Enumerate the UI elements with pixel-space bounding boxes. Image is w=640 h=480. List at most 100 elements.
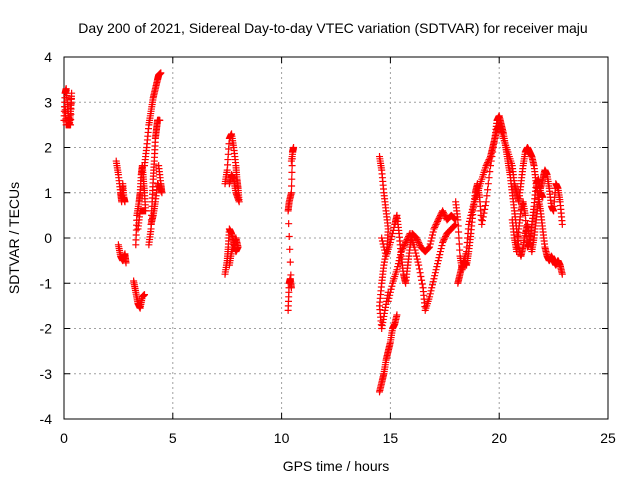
data-point-marker xyxy=(225,261,233,269)
data-point-marker xyxy=(389,229,397,237)
data-point-marker xyxy=(432,266,440,274)
data-point-marker xyxy=(288,162,296,170)
data-point-marker xyxy=(402,237,410,245)
x-tick-label: 15 xyxy=(383,430,399,446)
data-point-marker xyxy=(428,234,436,242)
data-point-marker xyxy=(397,248,405,256)
data-point-marker xyxy=(468,208,476,216)
data-point-marker xyxy=(558,270,566,278)
data-point-marker xyxy=(483,192,491,200)
data-point-marker xyxy=(287,284,295,292)
data-point-marker xyxy=(478,220,486,228)
data-point-marker xyxy=(455,240,463,248)
data-point-marker xyxy=(424,245,432,253)
data-point-marker xyxy=(428,284,436,292)
data-point-marker xyxy=(434,257,442,265)
data-point-marker xyxy=(417,272,425,280)
data-point-marker xyxy=(386,239,394,247)
data-point-marker xyxy=(439,239,447,247)
data-point-marker xyxy=(399,243,407,251)
data-point-marker xyxy=(397,251,405,259)
data-point-marker xyxy=(427,287,435,295)
data-point-marker xyxy=(431,272,439,280)
data-point-marker xyxy=(386,291,394,299)
data-point-marker xyxy=(483,160,491,168)
x-tick-label: 5 xyxy=(169,430,177,446)
data-point-marker xyxy=(415,265,423,273)
data-point-marker xyxy=(442,232,450,240)
data-point-marker xyxy=(432,220,440,228)
data-point-marker xyxy=(61,103,69,111)
data-point-marker xyxy=(286,258,294,266)
data-point-marker xyxy=(482,198,490,206)
data-point-marker xyxy=(435,214,443,222)
data-point-marker xyxy=(288,168,296,176)
y-axis-ticks: -4 -3 -2 -1 0 1 2 3 4 xyxy=(40,49,608,427)
data-point-marker xyxy=(386,288,394,296)
data-point-marker xyxy=(147,220,155,228)
x-tick-label: 0 xyxy=(60,430,68,446)
data-point-marker xyxy=(465,217,473,225)
y-tick-label: 0 xyxy=(44,230,52,246)
data-point-marker xyxy=(439,207,447,215)
data-point-marker xyxy=(387,285,395,293)
y-tick-label: 1 xyxy=(44,185,52,201)
data-point-marker xyxy=(154,181,162,189)
data-point-marker xyxy=(455,228,463,236)
data-point-marker xyxy=(413,255,421,263)
data-point-marker xyxy=(431,222,439,230)
data-point-marker xyxy=(467,211,475,219)
x-tick-label: 20 xyxy=(491,430,507,446)
data-point-marker xyxy=(156,116,164,124)
data-point-marker xyxy=(157,69,165,77)
data-point-marker xyxy=(395,257,403,265)
y-tick-label: 4 xyxy=(44,49,52,65)
data-point-marker xyxy=(416,269,424,277)
data-point-marker xyxy=(411,246,419,254)
data-point-marker xyxy=(410,243,418,251)
data-point-marker xyxy=(434,217,442,225)
y-tick-label: 2 xyxy=(44,140,52,156)
chart-title: Day 200 of 2021, Sidereal Day-to-day VTE… xyxy=(78,20,587,36)
data-point-marker xyxy=(384,297,392,305)
data-point-marker xyxy=(480,209,488,217)
data-point-marker xyxy=(378,237,386,245)
data-point-marker xyxy=(415,261,423,269)
y-tick-label: -3 xyxy=(40,366,53,382)
data-point-marker xyxy=(441,234,449,242)
data-point-marker xyxy=(286,245,294,253)
data-point-marker xyxy=(481,205,489,213)
data-point-marker xyxy=(287,189,295,197)
data-point-marker xyxy=(414,258,422,266)
data-point-marker xyxy=(539,193,547,201)
y-tick-label: 3 xyxy=(44,94,52,110)
data-point-marker xyxy=(396,254,404,262)
data-point-marker xyxy=(285,220,293,228)
data-point-marker xyxy=(399,245,407,253)
data-point-marker xyxy=(288,182,296,190)
data-point-marker xyxy=(454,222,462,230)
data-point-marker xyxy=(385,294,393,302)
data-point-marker xyxy=(484,159,492,167)
data-point-marker xyxy=(441,211,449,219)
data-point-marker xyxy=(428,231,436,239)
data-point-marker xyxy=(225,180,233,188)
data-point-marker xyxy=(486,168,494,176)
x-tick-label: 10 xyxy=(274,430,290,446)
data-point-marker xyxy=(440,210,448,218)
data-point-marker xyxy=(456,246,464,254)
data-point-marker xyxy=(429,228,437,236)
data-point-marker xyxy=(430,275,438,283)
data-point-marker xyxy=(479,217,487,225)
data-point-marker xyxy=(378,234,386,242)
data-point-marker xyxy=(413,252,421,260)
data-point-marker xyxy=(426,240,434,248)
data-point-marker xyxy=(393,266,401,274)
data-points xyxy=(60,69,566,396)
data-point-marker xyxy=(425,244,433,252)
data-point-marker xyxy=(435,254,443,262)
data-point-marker xyxy=(418,276,426,284)
data-point-marker xyxy=(379,240,387,248)
data-point-marker xyxy=(436,248,444,256)
data-point-marker xyxy=(401,240,409,248)
